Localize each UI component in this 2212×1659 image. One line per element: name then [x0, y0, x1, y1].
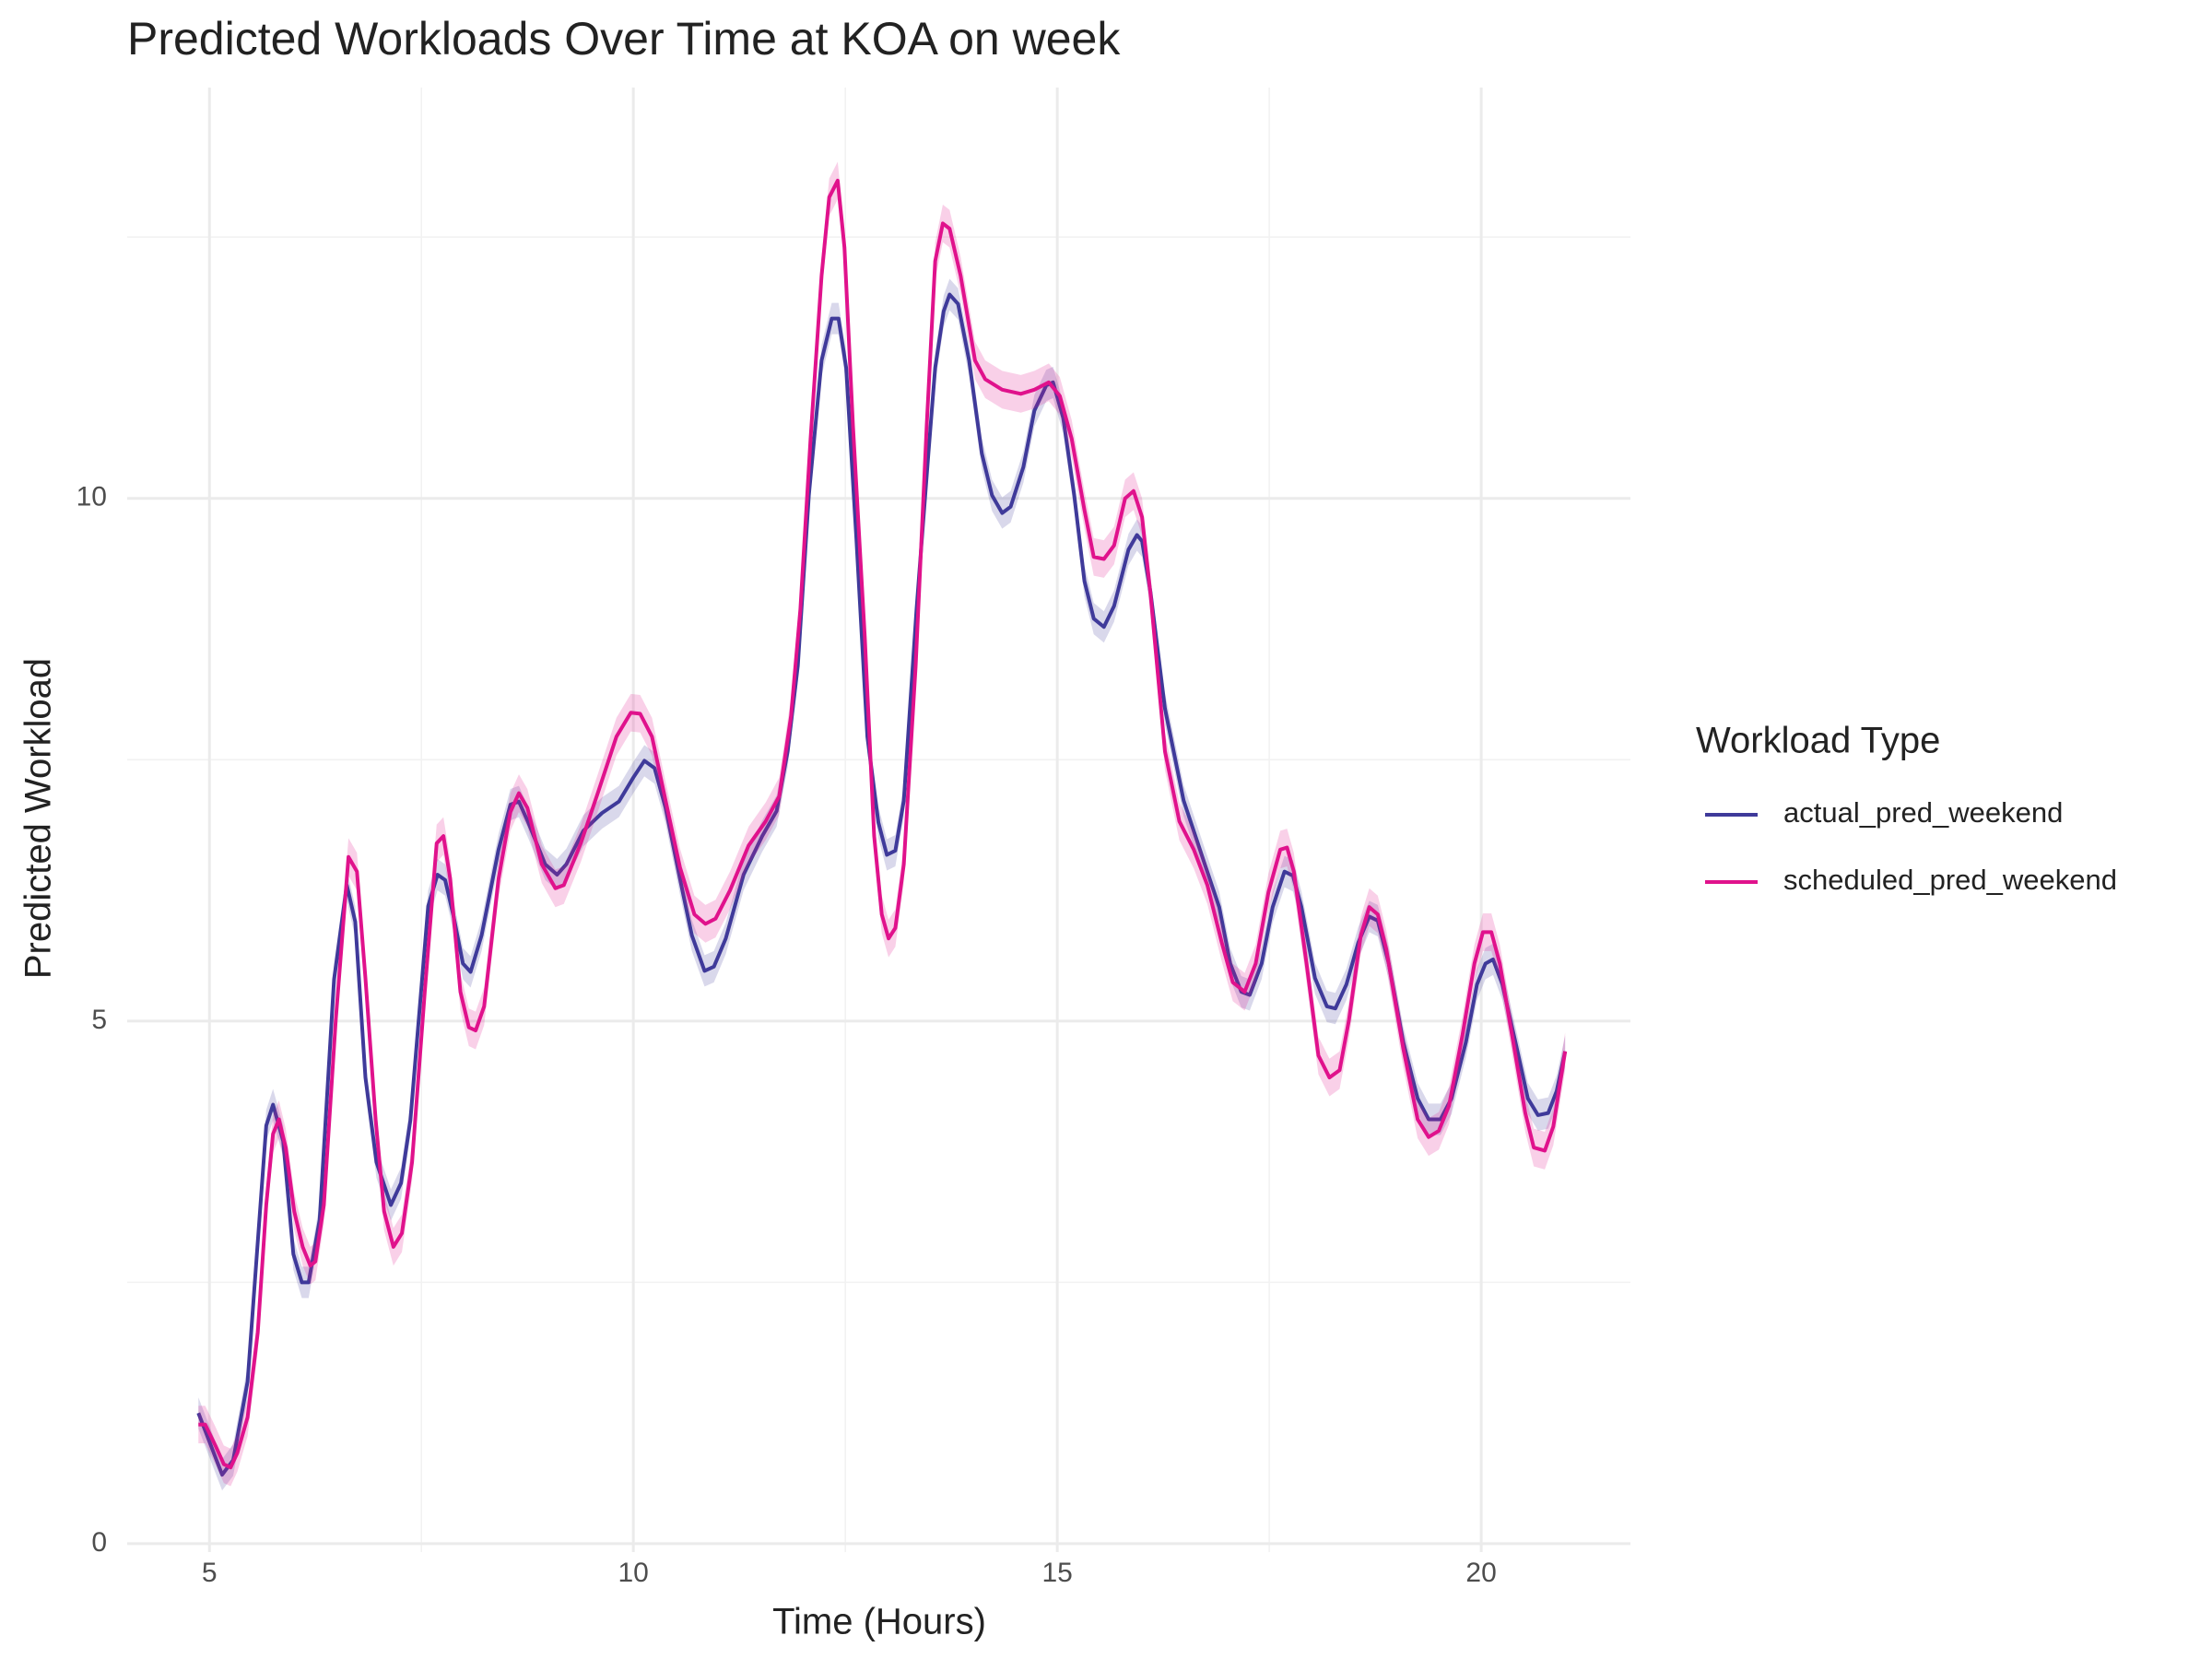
x-tick-label: 15	[1041, 1558, 1072, 1588]
x-tick-label: 5	[202, 1558, 218, 1588]
x-axis-label: Time (Hours)	[772, 1602, 986, 1642]
x-tick-label: 20	[1465, 1558, 1496, 1588]
y-tick-label: 0	[91, 1527, 107, 1558]
y-tick-label: 5	[91, 1005, 107, 1035]
y-tick-label: 10	[76, 482, 107, 512]
series-line	[198, 178, 1568, 1470]
legend-label: scheduled_pred_weekend	[1783, 864, 2117, 896]
legend-title: Workload Type	[1696, 721, 1940, 761]
confidence-ribbon	[198, 278, 1566, 1491]
legend-label: actual_pred_weekend	[1783, 796, 2063, 829]
x-tick-label: 10	[618, 1558, 648, 1588]
chart-title: Predicted Workloads Over Time at KOA on …	[127, 13, 1121, 65]
series-line	[196, 292, 1568, 1477]
y-axis-label: Predicted Workload	[18, 658, 59, 979]
